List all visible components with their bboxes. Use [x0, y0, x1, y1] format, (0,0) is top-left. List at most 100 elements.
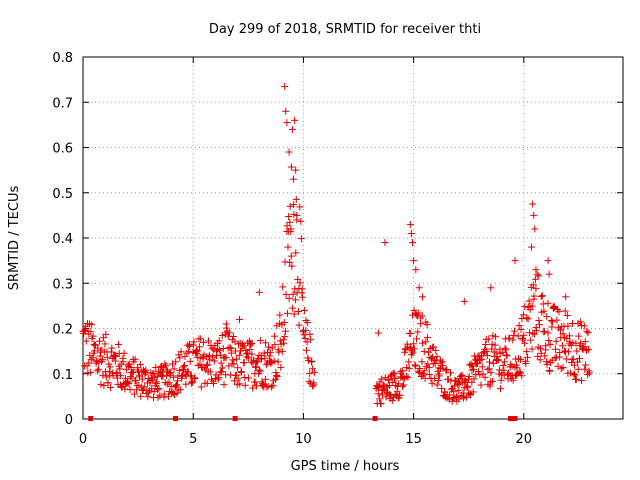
y-tick-label: 0.1 [52, 368, 73, 383]
data-point [197, 383, 205, 391]
data-point [478, 355, 486, 363]
data-point [237, 347, 245, 355]
data-point [104, 379, 112, 387]
data-point [524, 315, 532, 323]
data-point [281, 333, 289, 341]
data-point [162, 362, 170, 370]
data-point [399, 367, 407, 375]
data-point [447, 369, 455, 377]
data-point [276, 311, 284, 319]
data-point [134, 368, 142, 376]
data-point [248, 339, 256, 347]
data-point [141, 370, 149, 378]
zero-marker [173, 416, 179, 421]
data-point [392, 374, 400, 382]
data-point [434, 376, 442, 384]
data-point [526, 306, 534, 314]
data-point [147, 374, 155, 382]
data-point [169, 373, 177, 381]
data-point [409, 340, 417, 348]
data-point [132, 377, 140, 385]
data-point [570, 361, 578, 369]
data-point [270, 357, 278, 365]
data-point [305, 378, 313, 386]
data-point [97, 357, 105, 365]
data-point [165, 392, 173, 400]
data-point [584, 329, 592, 337]
data-point [564, 348, 572, 356]
data-point [282, 290, 290, 298]
data-point [576, 318, 584, 326]
data-point [509, 336, 517, 344]
data-point [533, 270, 541, 278]
data-point [260, 349, 268, 357]
data-point [283, 119, 291, 127]
data-point [253, 358, 261, 366]
data-point [298, 293, 306, 301]
zero-marker [88, 416, 94, 421]
data-point [261, 375, 269, 383]
data-point [90, 340, 98, 348]
data-point [178, 374, 186, 382]
data-point [139, 386, 147, 394]
y-tick-label: 0.7 [52, 96, 73, 111]
data-point [220, 381, 228, 389]
data-point [574, 358, 582, 366]
data-point [514, 332, 522, 340]
data-point [540, 307, 548, 315]
data-point [296, 203, 304, 211]
data-point [545, 270, 553, 278]
data-point [272, 369, 280, 377]
data-point [87, 368, 95, 376]
x-axis-label: GPS time / hours [291, 459, 400, 474]
data-point [465, 372, 473, 380]
data-point [230, 360, 238, 368]
data-point [306, 370, 314, 378]
data-point [257, 355, 265, 363]
data-point [412, 266, 420, 274]
data-point [385, 376, 393, 384]
data-point [488, 340, 496, 348]
data-point [114, 340, 122, 348]
data-point [483, 352, 491, 360]
data-point [180, 363, 188, 371]
data-point [124, 379, 132, 387]
data-point [503, 352, 511, 360]
y-tick-label: 0.2 [52, 323, 73, 338]
data-point [405, 358, 413, 366]
data-point [247, 341, 255, 349]
y-tick-label: 0.5 [52, 187, 73, 202]
data-point [285, 294, 293, 302]
data-point [417, 320, 425, 328]
data-point [94, 344, 102, 352]
data-point [304, 319, 312, 327]
y-tick-label: 0.8 [52, 51, 73, 66]
data-point [508, 362, 516, 370]
data-point [535, 272, 543, 280]
data-point [155, 384, 163, 392]
data-point [131, 355, 139, 363]
data-point [546, 340, 554, 348]
data-point [189, 341, 197, 349]
data-point [482, 347, 490, 355]
data-point [176, 354, 184, 362]
data-point [458, 371, 466, 379]
data-point [565, 332, 573, 340]
data-point [497, 385, 505, 393]
data-point [515, 322, 523, 330]
data-point [528, 243, 536, 251]
data-point [551, 345, 559, 353]
data-point [163, 366, 171, 374]
data-point [446, 391, 454, 399]
data-point [235, 351, 243, 359]
data-point [251, 363, 259, 371]
data-point [581, 338, 589, 346]
data-point [433, 381, 441, 389]
data-point [541, 328, 549, 336]
data-point [410, 257, 418, 265]
data-point [532, 326, 540, 334]
data-point [537, 293, 545, 301]
data-point [485, 365, 493, 373]
data-point [170, 365, 178, 373]
data-point [559, 363, 567, 371]
